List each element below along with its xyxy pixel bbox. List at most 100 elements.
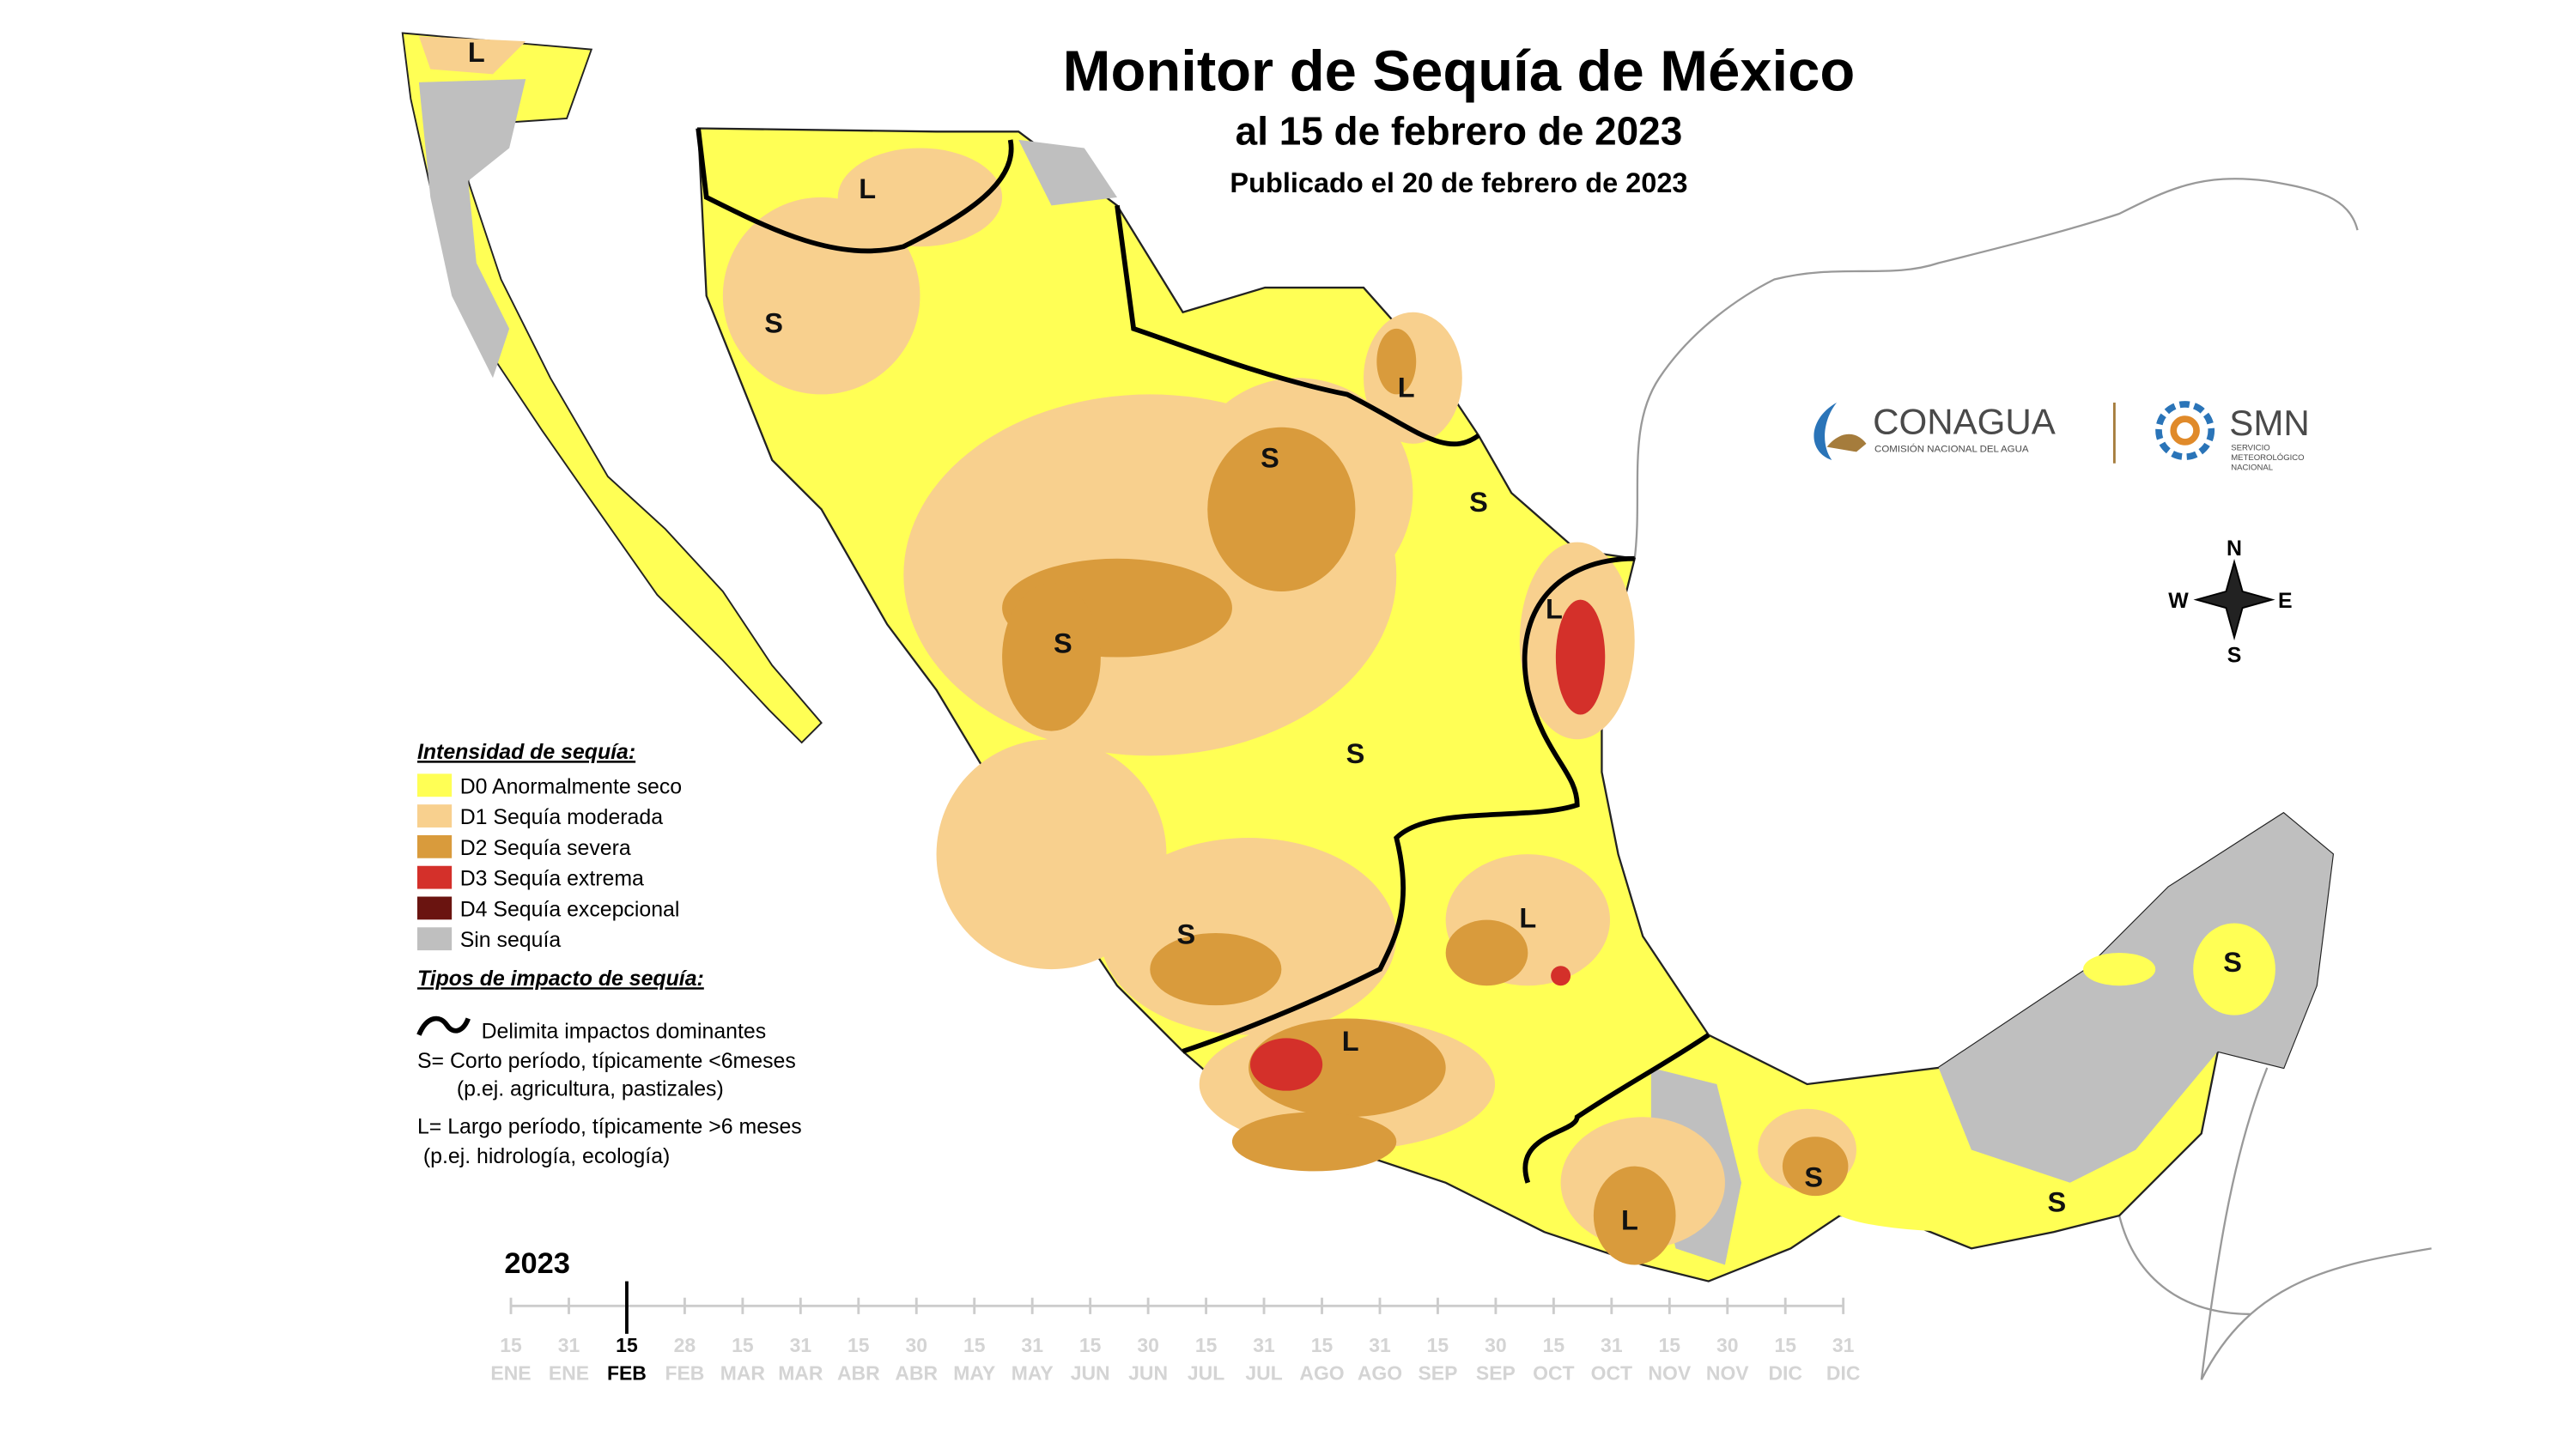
impact-line: (p.ej. hidrología, ecología)	[417, 1144, 670, 1168]
timeline-day: 15	[963, 1334, 986, 1356]
timeline-month: ABR	[837, 1361, 880, 1384]
timeline-month: MAR	[720, 1361, 766, 1384]
timeline-day: 31	[558, 1334, 580, 1356]
map-label: L	[1621, 1204, 1638, 1235]
map-label: S	[1261, 443, 1279, 474]
timeline-day: 30	[1716, 1334, 1739, 1356]
timeline-day: 15	[1079, 1334, 1102, 1356]
map-label: S	[1054, 628, 1072, 659]
map-label: L	[1546, 594, 1563, 625]
timeline-month: AGO	[1358, 1361, 1402, 1384]
timeline-month: NOV	[1648, 1361, 1691, 1384]
legend-title: Intensidad de sequía:	[417, 740, 635, 764]
timeline-month: FEB	[665, 1361, 704, 1384]
central-america-coast	[2117, 1067, 2432, 1380]
timeline-day: 15	[1195, 1334, 1218, 1356]
timeline-month: SEP	[1476, 1361, 1516, 1384]
map-label: S	[1804, 1162, 1823, 1193]
compass-n: N	[2227, 537, 2242, 561]
timeline-month: JUN	[1128, 1361, 1168, 1384]
timeline-month: MAY	[953, 1361, 995, 1384]
title: Monitor de Sequía de México	[1063, 39, 1856, 103]
smn-text: SMN	[2229, 403, 2310, 443]
timeline-day: 15	[1427, 1334, 1449, 1356]
timeline-day: 31	[1253, 1334, 1275, 1356]
map-label: S	[2048, 1186, 2067, 1217]
yucatan-no-drought	[1938, 813, 2333, 1183]
legend-label: D4 Sequía excepcional	[460, 897, 680, 921]
timeline-month: ABR	[895, 1361, 938, 1384]
map-label: L	[1398, 372, 1415, 403]
boundary-symbol	[416, 1016, 471, 1036]
compass-w: W	[2168, 589, 2189, 613]
conagua-icon	[1826, 433, 1867, 452]
map-label: S	[764, 308, 783, 339]
timeline-month: DIC	[1826, 1361, 1861, 1384]
timeline-month: OCT	[1591, 1361, 1632, 1384]
map-label: S	[1177, 919, 1196, 949]
smn-subtext: SERVICIO	[2231, 443, 2269, 452]
timeline-day: 31	[1021, 1334, 1043, 1356]
conagua-icon	[1814, 403, 1838, 460]
timeline-day: 28	[674, 1334, 696, 1356]
map-label: S	[1469, 487, 1488, 518]
map-label: S	[1346, 738, 1365, 769]
timeline-day: 31	[1601, 1334, 1623, 1356]
timeline-month: NOV	[1706, 1361, 1749, 1384]
baja-d1	[418, 36, 526, 75]
legend-swatch	[416, 865, 453, 889]
timeline-month: MAR	[778, 1361, 823, 1384]
impact-title: Tipos de impacto de sequía:	[417, 967, 704, 991]
legend-label: D1 Sequía moderada	[460, 805, 663, 829]
smn-icon	[2155, 401, 2215, 460]
impact-line: L= Largo período, típicamente >6 meses	[417, 1114, 802, 1138]
subtitle: al 15 de febrero de 2023	[1236, 109, 1683, 154]
timeline-month: JUN	[1071, 1361, 1110, 1384]
impact-line: S= Corto período, típicamente <6meses	[417, 1049, 796, 1073]
timeline-day: 15	[500, 1334, 522, 1356]
published: Publicado el 20 de febrero de 2023	[1230, 167, 1687, 198]
legend-label: D0 Anormalmente seco	[460, 774, 682, 798]
timeline-month: AGO	[1299, 1361, 1344, 1384]
timeline-month: MAY	[1012, 1361, 1054, 1384]
legend-swatch	[416, 927, 453, 951]
compass-e: E	[2278, 589, 2293, 613]
smn-subtext: METEOROLÓGICO	[2231, 453, 2304, 463]
smn-subtext: NACIONAL	[2231, 463, 2273, 472]
baja-no-drought	[418, 79, 526, 379]
compass-rose	[2193, 559, 2275, 641]
timeline-month: SEP	[1418, 1361, 1457, 1384]
map-label: L	[1519, 902, 1536, 933]
timeline-day: 31	[1369, 1334, 1391, 1356]
timeline: 15 ENE 31 ENE 15 FEB 28 FEB 15 MAR 31 MAR 15 ABR 30 ABR…	[490, 1281, 1861, 1384]
timeline-year: 2023	[504, 1247, 570, 1280]
timeline-day: 15	[848, 1334, 870, 1356]
timeline-month: JUL	[1245, 1361, 1282, 1384]
timeline-day: 31	[1832, 1334, 1855, 1356]
d2-areas	[1002, 328, 1849, 1265]
timeline-month: OCT	[1533, 1361, 1574, 1384]
timeline-day: 30	[1485, 1334, 1507, 1356]
legend-swatch	[416, 804, 453, 828]
timeline-day: 15	[1543, 1334, 1565, 1356]
impact-line: (p.ej. agricultura, pastizales)	[457, 1076, 724, 1100]
conagua-subtext: COMISIÓN NACIONAL DEL AGUA	[1874, 443, 2029, 454]
legend-label: Sin sequía	[460, 928, 562, 952]
timeline-month: FEB	[607, 1361, 647, 1384]
timeline-day: 15	[1774, 1334, 1796, 1356]
timeline-day: 15	[732, 1334, 754, 1356]
timeline-month: ENE	[490, 1361, 531, 1384]
d0-areas	[1832, 923, 2275, 1233]
conagua-text: CONAGUA	[1873, 401, 2056, 441]
map-label: S	[2223, 947, 2242, 978]
map-label: L	[859, 173, 876, 204]
impact-boundaries	[696, 128, 1710, 1184]
timeline-month: JUL	[1188, 1361, 1224, 1384]
timeline-day: 15	[1311, 1334, 1334, 1356]
legend-swatch	[416, 773, 453, 797]
us-coast	[1633, 178, 2359, 559]
timeline-month: ENE	[549, 1361, 589, 1384]
timeline-day: 30	[906, 1334, 928, 1356]
